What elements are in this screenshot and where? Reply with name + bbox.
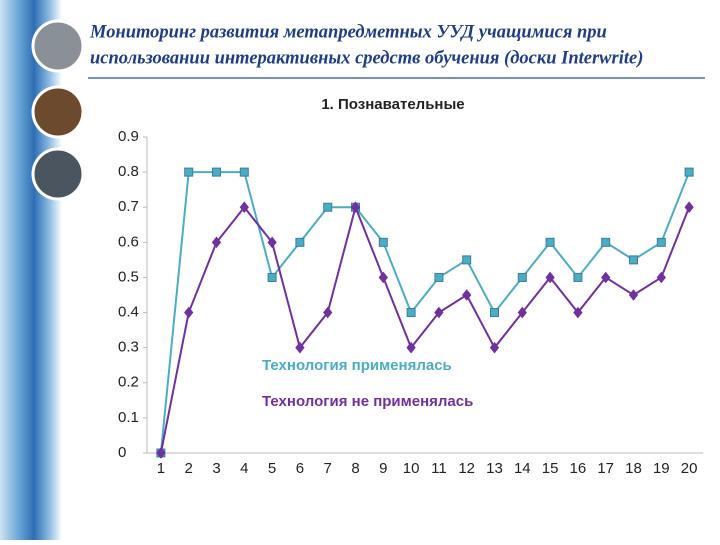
point [489,341,500,354]
point [323,306,333,319]
side-stripe [0,0,62,540]
point [156,447,166,459]
legend-label: Технология применялась [262,357,452,374]
point [406,308,416,318]
point [267,236,277,249]
point [434,272,444,282]
point [684,167,694,177]
point [601,237,611,247]
point [628,289,639,301]
y-tick-label: 0.8 [118,163,139,180]
photo [31,85,85,139]
point [573,306,583,319]
point [239,167,249,177]
x-tick-label: 12 [458,460,475,477]
point [295,341,305,354]
x-tick-label: 18 [625,460,642,477]
point [629,255,638,265]
point [378,237,388,247]
y-tick-label: 0 [118,444,126,461]
legend-label: Технология не применялась [262,393,473,410]
point [545,237,555,247]
x-tick-label: 14 [514,460,531,477]
point [212,167,221,177]
point [239,201,249,214]
slide-title: использовании интерактивных средств обуч… [90,48,643,68]
x-tick-label: 15 [542,460,559,477]
x-tick-label: 16 [570,460,587,477]
point [323,202,333,212]
x-tick-label: 19 [653,460,670,477]
y-tick-label: 0.2 [118,374,139,391]
x-tick-label: 9 [379,460,387,477]
y-tick-label: 0.9 [118,128,139,145]
x-tick-label: 20 [681,460,698,477]
x-tick-label: 11 [431,460,447,477]
x-tick-label: 4 [240,460,248,477]
point [601,271,611,284]
x-tick-label: 2 [185,460,193,477]
point [517,306,527,319]
series-line [159,171,691,454]
x-tick-label: 5 [268,460,276,477]
point [184,306,194,319]
point [656,271,666,284]
x-tick-label: 7 [324,460,332,477]
x-tick-label: 17 [597,460,614,477]
point [350,201,361,214]
y-tick-label: 0.7 [118,198,139,215]
point [462,289,472,301]
point [406,341,416,354]
x-tick-label: 8 [351,460,359,477]
point [267,272,277,282]
x-tick-label: 6 [296,460,304,477]
x-tick-label: 10 [403,460,420,477]
y-tick-label: 0.6 [118,233,139,250]
y-tick-label: 0.5 [118,268,139,285]
point [490,308,499,318]
point [462,255,472,265]
point [573,272,583,282]
x-tick-label: 13 [486,460,503,477]
point [545,271,555,284]
x-tick-label: 3 [212,460,220,477]
y-tick-label: 0.1 [118,409,139,426]
x-tick-label: 1 [157,460,165,477]
point [295,237,305,247]
point [656,237,666,247]
y-tick-label: 0.3 [118,339,139,356]
point [517,272,527,282]
point [378,271,388,284]
slide-title: Мониторинг развития метапредметных УУД у… [89,22,607,42]
y-tick-label: 0.4 [118,304,139,321]
chart-title: 1. Познавательные [321,96,464,113]
photo [31,147,85,201]
point [211,236,222,249]
point [434,306,444,319]
point [684,201,694,214]
series-line [159,204,691,454]
point [184,167,194,177]
photo [31,19,85,73]
